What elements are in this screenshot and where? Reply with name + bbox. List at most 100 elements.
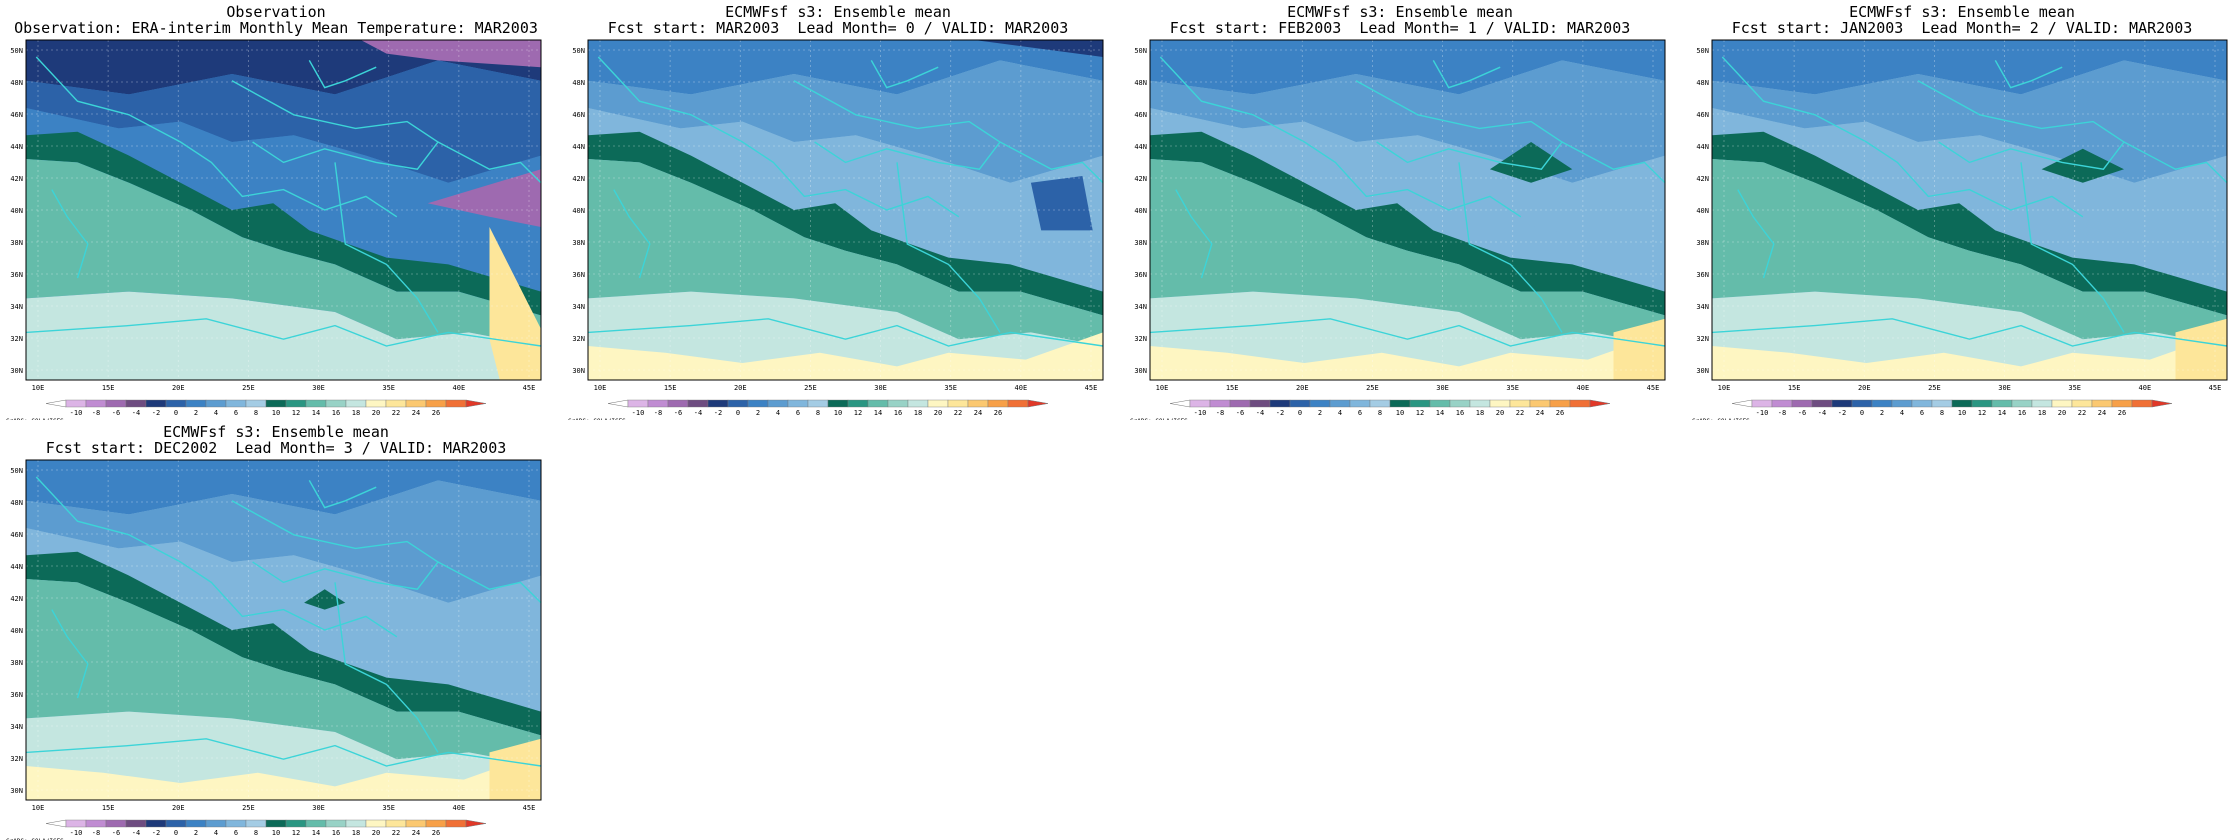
colorbar-swatch xyxy=(285,399,307,408)
contour-band-band3 xyxy=(26,528,541,671)
lat-tick-label: 46N xyxy=(1696,111,1709,119)
colorbar-tick-label: -8 xyxy=(1778,409,1786,417)
colorbar-swatch xyxy=(987,399,1009,408)
colorbar-tick-label: 0 xyxy=(174,409,178,417)
lat-tick-label: 50N xyxy=(10,47,23,55)
colorbar-swatch xyxy=(245,399,267,408)
panel-subtitle: Fcst start: DEC2002 Lead Month= 3 / VALI… xyxy=(45,439,507,457)
lat-tick-label: 40N xyxy=(10,207,23,215)
lon-tick-label: 25E xyxy=(1366,384,1379,392)
coastline xyxy=(1159,56,1522,218)
colorbar-arrow-left xyxy=(45,819,67,828)
colorbar-swatch xyxy=(1289,399,1311,408)
colorbar-swatch xyxy=(947,399,969,408)
colorbar-tick-label: -10 xyxy=(1756,409,1769,417)
lon-tick-label: 20E xyxy=(1858,384,1871,392)
lon-tick-label: 10E xyxy=(1718,384,1731,392)
colorbar-tick-label: 26 xyxy=(432,829,440,837)
colorbar-swatch xyxy=(265,819,287,828)
lon-tick-label: 15E xyxy=(102,384,115,392)
colorbar-swatch xyxy=(1449,399,1471,408)
colorbar-tick-label: 24 xyxy=(1536,409,1544,417)
colorbar-swatch xyxy=(627,399,649,408)
colorbar-tick-label: 8 xyxy=(816,409,820,417)
lat-tick-label: 32N xyxy=(10,755,23,763)
lat-tick-label: 48N xyxy=(10,499,23,507)
coastline xyxy=(1917,80,2126,170)
contour-band-north xyxy=(26,460,541,515)
colorbar-tick-label: 18 xyxy=(352,829,360,837)
lat-tick-label: 46N xyxy=(10,531,23,539)
lat-tick-label: 30N xyxy=(10,367,23,375)
lon-tick-label: 40E xyxy=(1577,384,1590,392)
lon-tick-label: 15E xyxy=(1226,384,1239,392)
colorbar-tick-label: 14 xyxy=(874,409,882,417)
colorbar-arrow-left xyxy=(1731,399,1753,408)
colorbar-swatch xyxy=(285,819,307,828)
coastline xyxy=(2020,162,2125,333)
colorbar-tick-label: 2 xyxy=(1880,409,1884,417)
colorbar-swatch xyxy=(345,819,367,828)
colorbar-arrow-right xyxy=(1589,399,1611,408)
lat-tick-label: 48N xyxy=(1696,79,1709,87)
colorbar-tick-label: 6 xyxy=(234,829,238,837)
colorbar-tick-label: -4 xyxy=(132,829,140,837)
colorbar-swatch xyxy=(1469,399,1491,408)
colorbar-tick-label: 10 xyxy=(272,829,280,837)
lat-tick-label: 30N xyxy=(10,787,23,795)
colorbar-tick-label: -10 xyxy=(70,409,83,417)
colorbar-tick-label: -2 xyxy=(714,409,722,417)
coastline xyxy=(793,80,1002,170)
lat-tick-label: 42N xyxy=(10,175,23,183)
colorbar-swatch xyxy=(105,819,127,828)
colorbar-tick-label: 0 xyxy=(1860,409,1864,417)
colorbar-tick-label: 4 xyxy=(214,829,218,837)
colorbar-swatch xyxy=(1429,399,1451,408)
temperature-map-lead2: 50N 48N 46N 44N 42N 40N 38N 36N 34N 32N 30N 10E 15E 2… xyxy=(1692,39,2228,420)
lon-tick-label: 20E xyxy=(734,384,747,392)
colorbar-swatch xyxy=(1409,399,1431,408)
contour-patch-0 xyxy=(360,40,541,68)
lat-tick-label: 50N xyxy=(1696,47,1709,55)
panel-lead2: ECMWFsf s3: Ensemble mean Fcst start: JA… xyxy=(1692,0,2232,420)
lon-tick-label: 15E xyxy=(102,804,115,812)
colorbar-swatch xyxy=(1209,399,1231,408)
lon-tick-label: 35E xyxy=(2068,384,2081,392)
coastline xyxy=(334,582,439,753)
colorbar-swatch xyxy=(747,399,769,408)
lon-tick-label: 15E xyxy=(1788,384,1801,392)
colorbar-swatch xyxy=(887,399,909,408)
colorbar-tick-label: 24 xyxy=(412,829,420,837)
colorbar-swatch xyxy=(2071,399,2093,408)
lon-tick-label: 35E xyxy=(382,804,395,812)
colorbar-swatch xyxy=(1771,399,1793,408)
lon-tick-label: 20E xyxy=(172,384,185,392)
colorbar-tick-label: 22 xyxy=(954,409,962,417)
lon-tick-label: 15E xyxy=(664,384,677,392)
lon-tick-label: 10E xyxy=(1156,384,1169,392)
colorbar-swatch xyxy=(1951,399,1973,408)
lat-tick-label: 38N xyxy=(572,239,585,247)
colorbar-tick-label: -4 xyxy=(1256,409,1264,417)
contour-patch-0 xyxy=(304,589,346,610)
colorbar-tick-label: -10 xyxy=(632,409,645,417)
colorbar-tick-label: 20 xyxy=(2058,409,2066,417)
contour-patch-1 xyxy=(1613,318,1665,380)
coastline xyxy=(51,609,89,699)
lat-tick-label: 44N xyxy=(1134,143,1147,151)
colorbar-swatch xyxy=(1549,399,1571,408)
lon-tick-label: 25E xyxy=(804,384,817,392)
colorbar-swatch xyxy=(65,819,87,828)
coastline xyxy=(1149,318,1666,347)
colorbar-swatch xyxy=(687,399,709,408)
colorbar-swatch xyxy=(1851,399,1873,408)
colorbar-tick-label: 26 xyxy=(432,409,440,417)
colorbar-tick-label: 4 xyxy=(1900,409,1904,417)
lat-tick-label: 32N xyxy=(10,335,23,343)
colorbar-tick-label: 12 xyxy=(1978,409,1986,417)
colorbar-tick-label: -4 xyxy=(132,409,140,417)
colorbar-tick-label: 22 xyxy=(1516,409,1524,417)
lat-tick-label: 30N xyxy=(1134,367,1147,375)
coastline xyxy=(1994,60,2063,89)
colorbar-swatch xyxy=(425,819,447,828)
